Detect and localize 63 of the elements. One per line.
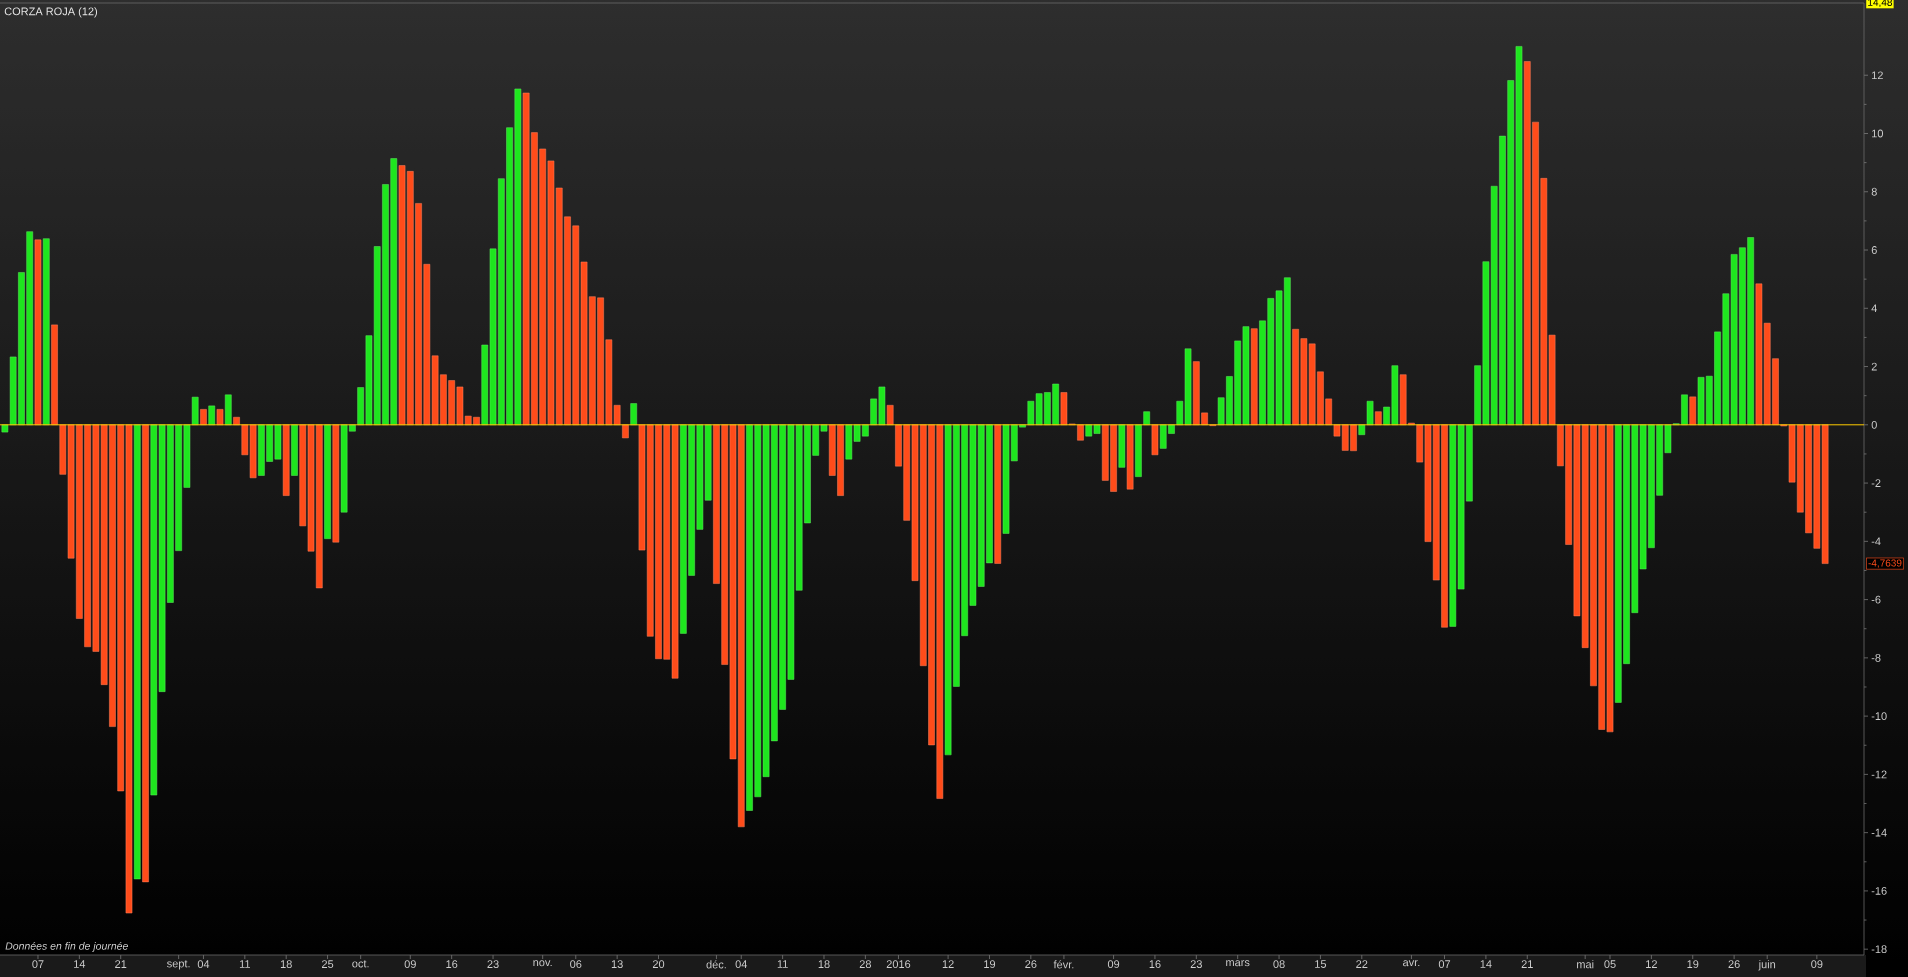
y-tick-label: -2 — [1871, 479, 1881, 487]
y-tick-label: 4 — [1871, 304, 1878, 313]
y-tick-label: 0 — [1871, 420, 1877, 429]
x-tick-label: 19 — [1687, 960, 1699, 968]
x-tick-label: oct. — [352, 960, 369, 968]
x-tick-label: 04 — [735, 960, 748, 968]
y-tick-label: -6 — [1871, 595, 1881, 604]
x-tick-label: 23 — [487, 960, 499, 968]
x-tick-label: 16 — [1149, 960, 1161, 968]
x-tick-label: 23 — [1190, 960, 1202, 968]
x-tick-label: mars — [1226, 960, 1250, 967]
x-tick-label: févr. — [1053, 960, 1074, 969]
x-tick-label: 09 — [404, 960, 416, 968]
x-tick-label: 07 — [32, 960, 44, 968]
x-tick-label: nov. — [533, 960, 552, 967]
x-tick-label: 12 — [1646, 960, 1657, 968]
y-tick-label: 2 — [1871, 362, 1877, 371]
x-tick-label: 21 — [115, 960, 127, 968]
x-tick-label: 13 — [611, 960, 623, 968]
y-tick-label: 12 — [1872, 71, 1883, 80]
y-tick-label: 6 — [1871, 246, 1877, 254]
x-tick-label: 11 — [777, 960, 788, 968]
x-tick-label: 20 — [652, 960, 665, 968]
chart-title: CORZA ROJA (12) — [4, 7, 98, 18]
x-tick-label: 26 — [1025, 960, 1037, 968]
y-tick-label: -4,7639 — [1868, 559, 1902, 568]
y-tick-label: -16 — [1871, 887, 1887, 895]
x-tick-label: 14 — [1480, 960, 1492, 968]
y-tick-label: -12 — [1871, 770, 1887, 779]
y-tick-label: 8 — [1871, 187, 1877, 196]
x-tick-label: juin — [1758, 960, 1776, 971]
y-tick-label: -10 — [1871, 712, 1887, 721]
x-tick-label: mai — [1577, 960, 1594, 969]
annotation: Données en fin de journée — [5, 941, 128, 952]
x-tick-label: 25 — [321, 960, 334, 968]
x-tick-label: 22 — [1356, 960, 1368, 968]
x-tick-label: 08 — [1273, 960, 1285, 968]
x-tick-label: 09 — [1107, 960, 1120, 968]
x-tick-label: 07 — [1438, 960, 1451, 968]
x-tick-label: 21 — [1521, 960, 1533, 968]
y-tick-label: -14 — [1871, 828, 1887, 837]
x-tick-label: 11 — [239, 960, 250, 968]
x-tick-label: 16 — [446, 960, 458, 968]
y-tick-label: -8 — [1871, 653, 1881, 662]
x-tick-label: 05 — [1604, 960, 1616, 968]
x-tick-label: 14 — [74, 960, 86, 968]
x-tick-label: 26 — [1728, 960, 1740, 968]
y-tick-label: -18 — [1871, 945, 1887, 954]
x-tick-label: 04 — [197, 960, 210, 968]
x-tick-label: avr. — [1403, 960, 1420, 967]
x-tick-label: sept. — [167, 960, 190, 970]
x-tick-label: 28 — [859, 960, 871, 968]
x-tick-label: 15 — [1315, 960, 1327, 968]
x-tick-label: déc. — [706, 960, 726, 969]
x-tick-label: 19 — [984, 960, 996, 968]
x-tick-label: 12 — [942, 960, 954, 968]
x-tick-label: 2016 — [886, 960, 911, 968]
x-tick-label: 06 — [570, 960, 582, 968]
x-tick-label: 18 — [280, 960, 292, 968]
y-tick-label: 10 — [1872, 129, 1884, 138]
x-tick-label: 09 — [1811, 960, 1823, 968]
y-tick-label: -4 — [1871, 537, 1881, 546]
x-tick-label: 18 — [818, 960, 830, 968]
